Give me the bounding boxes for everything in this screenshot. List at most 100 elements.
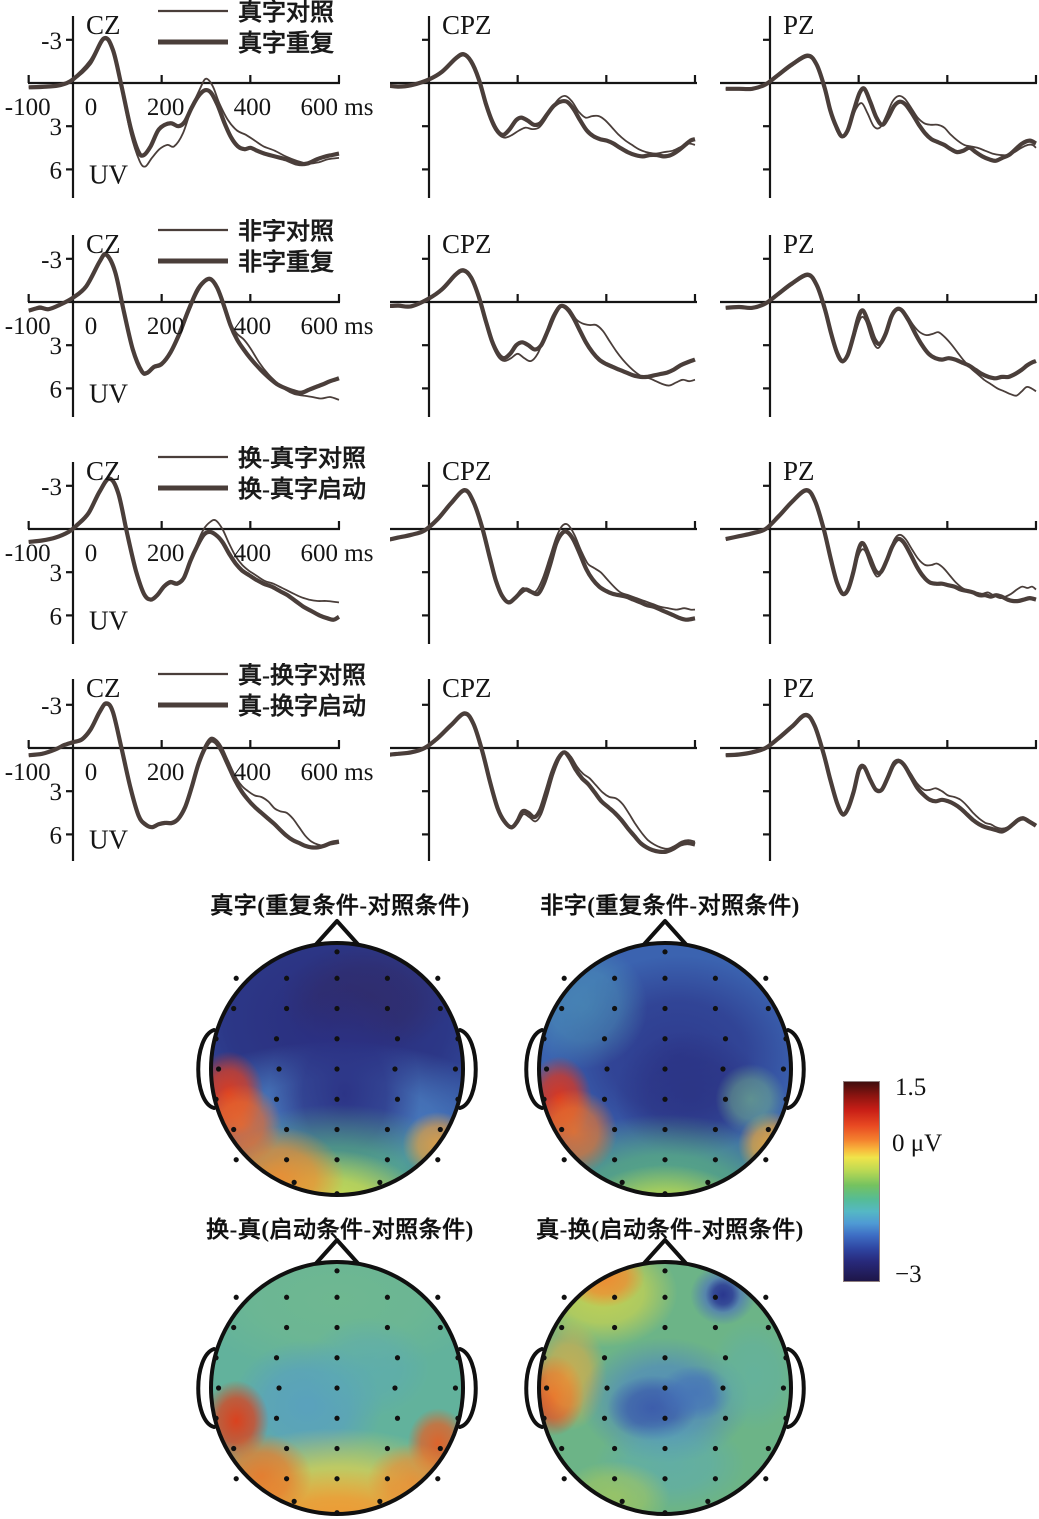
electrode-label: PZ — [783, 673, 815, 703]
tick-label: 3 — [50, 560, 63, 587]
erp-panel-row1-cpz: CPZ — [390, 10, 697, 198]
tick-label: -100 — [5, 540, 51, 567]
legend-label: 换-真字对照 — [238, 446, 366, 472]
axes — [720, 235, 1038, 417]
electrode-label: CPZ — [442, 10, 492, 40]
left-ear-outline — [524, 1347, 544, 1429]
tick-label: 3 — [50, 333, 63, 360]
tick-label: 0 — [85, 313, 98, 340]
topomap-nonchar — [524, 919, 806, 1197]
axes — [390, 235, 697, 417]
axes — [27, 235, 341, 417]
electrode-label: CPZ — [442, 456, 492, 486]
topomap-real-switch — [524, 1238, 806, 1516]
waveform-control — [390, 714, 696, 850]
topomap-title-nonchar: 非字(重复条件-对照条件) — [540, 893, 800, 918]
waveform-treatment — [28, 476, 341, 622]
tick-label: -3 — [41, 28, 62, 55]
legend-label: 非字对照 — [238, 219, 334, 245]
waveform-treatment — [725, 272, 1037, 381]
axes — [390, 679, 697, 861]
erp-panel-row4-pz: PZ — [720, 673, 1038, 861]
tick-label: 400 — [234, 94, 272, 121]
erp-panel-row2-pz: PZ — [720, 229, 1038, 417]
erp-panel-row4-cpz: CPZ — [390, 673, 697, 861]
tick-label: 600 ms — [301, 313, 374, 340]
electrode-dots — [541, 949, 789, 1197]
legend-label: 真字对照 — [238, 0, 334, 26]
electrode-dots — [213, 949, 461, 1197]
waveform-treatment — [390, 52, 696, 159]
topomap-title-real-switch: 真-换(启动条件-对照条件) — [536, 1217, 804, 1242]
axes — [27, 679, 341, 861]
tick-label: -100 — [5, 313, 51, 340]
tick-label: 3 — [50, 779, 63, 806]
colorbar-label-zero: 0 μV — [892, 1130, 943, 1157]
tick-label: 600 ms — [301, 540, 374, 567]
legend-label: 非字重复 — [238, 248, 335, 276]
right-ear-outline — [786, 1347, 806, 1429]
topomap-title-real-char: 真字(重复条件-对照条件) — [210, 893, 470, 918]
axes — [720, 462, 1038, 644]
tick-label: 6 — [50, 822, 63, 849]
electrode-label: CZ — [86, 456, 121, 486]
tick-label: 6 — [50, 157, 63, 184]
scalp-field — [539, 943, 791, 1195]
scalp-field — [211, 943, 463, 1195]
topo-section — [0, 880, 1039, 1519]
topomap-title-switch-real: 换-真(启动条件-对照条件) — [206, 1217, 474, 1242]
waveform-control — [390, 270, 696, 387]
tick-label: 6 — [50, 376, 63, 403]
erp-panel-row3-pz: PZ — [720, 456, 1038, 644]
waveform-control — [390, 54, 696, 155]
left-ear-outline — [196, 1028, 216, 1110]
electrode-label: CZ — [86, 229, 121, 259]
waveform-treatment — [28, 252, 340, 395]
tick-label: -3 — [41, 247, 62, 274]
left-ear-outline — [524, 1028, 544, 1110]
tick-label: 600 ms — [301, 94, 374, 121]
tick-label: 400 — [234, 540, 272, 567]
axes — [390, 462, 697, 644]
erp-panel-row2-cpz: CPZ — [390, 229, 697, 417]
waveform-treatment — [725, 488, 1037, 604]
waveform-control — [725, 56, 1037, 157]
waveform-treatment — [725, 712, 1038, 834]
legend-label: 换-真字启动 — [238, 475, 366, 503]
tick-label: 0 — [85, 759, 98, 786]
axes — [720, 679, 1038, 861]
tick-label: 0 — [85, 94, 98, 121]
tick-label: 200 — [147, 759, 185, 786]
amplitude-unit-label: UV — [89, 605, 128, 635]
tick-label: -100 — [5, 759, 51, 786]
tick-label: 600 ms — [301, 759, 374, 786]
electrode-label: CPZ — [442, 673, 492, 703]
tick-label: 200 — [147, 540, 185, 567]
electrode-label: CZ — [86, 10, 121, 40]
waveform-treatment — [390, 268, 696, 380]
erp-panel-row3-cpz: CPZ — [390, 456, 697, 644]
waveform-control — [725, 715, 1037, 830]
legend-label: 真-换字对照 — [238, 663, 366, 689]
tick-label: 0 — [85, 540, 98, 567]
tick-label: -100 — [5, 94, 51, 121]
axes — [27, 462, 341, 644]
electrode-label: PZ — [783, 456, 815, 486]
tick-label: 3 — [50, 114, 63, 141]
tick-label: 400 — [234, 313, 272, 340]
tick-label: 200 — [147, 94, 185, 121]
legend-label: 真字重复 — [238, 29, 335, 57]
waveform-control — [390, 490, 696, 611]
waveform-treatment — [725, 53, 1038, 163]
colorbar-label-min: −3 — [895, 1261, 922, 1288]
tick-label: -3 — [41, 474, 62, 501]
tick-label: 6 — [50, 603, 63, 630]
